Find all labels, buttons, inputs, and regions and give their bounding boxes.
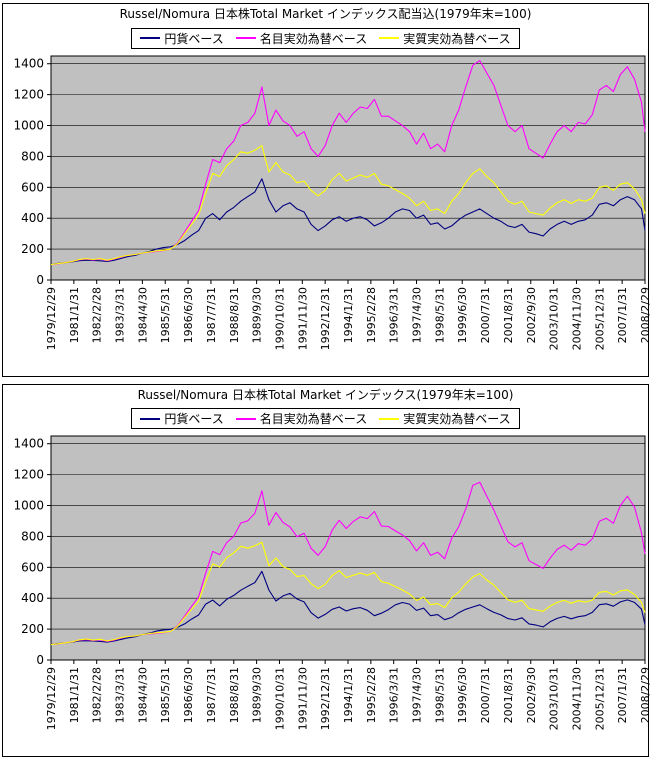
svg-text:1996/3/31: 1996/3/31 xyxy=(388,287,401,343)
legend-item: 円貨ベース xyxy=(140,30,224,47)
legend: 円貨ベース 名目実効為替ベース 実質実効為替ベース xyxy=(131,27,520,49)
svg-text:1989/9/30: 1989/9/30 xyxy=(251,287,264,343)
legend-label: 実質実効為替ベース xyxy=(403,412,511,426)
svg-text:2003/10/31: 2003/10/31 xyxy=(548,667,561,730)
chart-title: Russel/Nomura 日本株Total Market インデックス配当込(… xyxy=(119,7,532,21)
legend-label: 名目実効為替ベース xyxy=(259,31,368,46)
svg-text:2001/8/31: 2001/8/31 xyxy=(502,287,515,343)
svg-text:2008/2/29: 2008/2/29 xyxy=(639,287,650,343)
chart-price-index: Russel/Nomura 日本株Total Market インデックス(197… xyxy=(2,383,650,757)
svg-text:1988/8/31: 1988/8/31 xyxy=(228,287,241,343)
line-swatch-icon xyxy=(235,417,256,420)
legend-label: 実質実効為替ベース xyxy=(403,31,511,46)
svg-text:1981/1/31: 1981/1/31 xyxy=(68,667,81,723)
svg-text:2005/12/31: 2005/12/31 xyxy=(593,667,606,730)
svg-text:600: 600 xyxy=(21,180,44,194)
svg-text:2000/7/31: 2000/7/31 xyxy=(479,667,492,723)
svg-text:1999/6/30: 1999/6/30 xyxy=(456,287,469,343)
svg-text:1992/12/31: 1992/12/31 xyxy=(319,287,332,350)
svg-text:1400: 1400 xyxy=(13,56,44,70)
legend-label: 名目実効為替ベース xyxy=(259,412,368,426)
svg-text:2007/1/31: 2007/1/31 xyxy=(616,287,629,343)
legend-item: 名目実効為替ベース xyxy=(235,410,368,427)
svg-text:1982/2/28: 1982/2/28 xyxy=(91,667,104,723)
plot-area: 0 200 400 600 800 1000 1200 1400 1979/12/29 1981/… xyxy=(13,435,650,730)
svg-text:2001/8/31: 2001/8/31 xyxy=(502,667,515,723)
svg-text:1991/11/30: 1991/11/30 xyxy=(296,667,309,730)
legend-label: 円貨ベース xyxy=(164,31,224,46)
svg-text:200: 200 xyxy=(21,622,44,636)
svg-text:400: 400 xyxy=(21,591,44,605)
svg-text:1990/10/31: 1990/10/31 xyxy=(273,667,286,730)
svg-text:1000: 1000 xyxy=(13,118,44,132)
svg-text:2002/9/30: 2002/9/30 xyxy=(525,667,538,723)
svg-text:1979/12/29: 1979/12/29 xyxy=(45,287,58,350)
legend-wrap: 円貨ベース 名目実効為替ベース 実質実効為替ベース xyxy=(5,24,646,49)
svg-text:1994/1/31: 1994/1/31 xyxy=(342,287,355,343)
svg-text:1997/4/30: 1997/4/30 xyxy=(411,667,424,723)
svg-text:1200: 1200 xyxy=(13,468,44,482)
svg-text:1988/8/31: 1988/8/31 xyxy=(228,667,241,723)
svg-text:800: 800 xyxy=(21,529,44,543)
svg-text:1979/12/29: 1979/12/29 xyxy=(45,667,58,730)
svg-text:1981/1/31: 1981/1/31 xyxy=(68,287,81,343)
svg-text:0: 0 xyxy=(36,273,44,287)
svg-text:1984/4/30: 1984/4/30 xyxy=(136,667,149,723)
line-swatch-icon xyxy=(235,37,256,39)
svg-text:1200: 1200 xyxy=(13,87,44,101)
legend-wrap: 円貨ベース 名目実効為替ベース 実質実効為替ベース xyxy=(5,405,646,429)
svg-text:1400: 1400 xyxy=(13,437,44,451)
svg-text:1984/4/30: 1984/4/30 xyxy=(136,287,149,343)
svg-text:1997/4/30: 1997/4/30 xyxy=(411,287,424,343)
svg-text:2008/2/29: 2008/2/29 xyxy=(639,667,650,723)
svg-text:1986/6/30: 1986/6/30 xyxy=(182,287,195,343)
chart-title: Russel/Nomura 日本株Total Market インデックス(197… xyxy=(137,387,514,402)
svg-text:1999/6/30: 1999/6/30 xyxy=(456,667,469,723)
svg-text:2005/12/31: 2005/12/31 xyxy=(593,287,606,350)
legend: 円貨ベース 名目実効為替ベース 実質実効為替ベース xyxy=(131,408,520,429)
chart-total-return: Russel/Nomura 日本株Total Market インデックス配当込(… xyxy=(2,3,650,377)
svg-text:1995/2/28: 1995/2/28 xyxy=(365,287,378,343)
svg-text:1987/7/31: 1987/7/31 xyxy=(205,287,218,343)
svg-text:2003/10/31: 2003/10/31 xyxy=(548,287,561,350)
svg-text:0: 0 xyxy=(36,653,44,667)
svg-text:1994/1/31: 1994/1/31 xyxy=(342,667,355,723)
svg-text:600: 600 xyxy=(21,560,44,574)
svg-text:2002/9/30: 2002/9/30 xyxy=(525,287,538,343)
svg-text:1998/5/31: 1998/5/31 xyxy=(433,667,446,723)
svg-text:1998/5/31: 1998/5/31 xyxy=(433,287,446,343)
legend-label: 円貨ベース xyxy=(164,412,224,426)
svg-text:800: 800 xyxy=(21,149,44,163)
line-swatch-icon xyxy=(140,417,161,420)
svg-text:2000/7/31: 2000/7/31 xyxy=(479,286,492,342)
svg-text:1982/2/28: 1982/2/28 xyxy=(91,287,104,343)
legend-item: 名目実効為替ベース xyxy=(235,30,368,47)
svg-text:1000: 1000 xyxy=(13,499,44,513)
svg-text:1986/6/30: 1986/6/30 xyxy=(182,667,195,723)
svg-text:1983/3/31: 1983/3/31 xyxy=(114,667,127,723)
line-swatch-icon xyxy=(379,37,400,39)
svg-text:2004/11/30: 2004/11/30 xyxy=(570,287,583,350)
svg-text:1985/5/31: 1985/5/31 xyxy=(159,667,172,723)
svg-text:1991/11/30: 1991/11/30 xyxy=(296,287,309,350)
line-swatch-icon xyxy=(140,37,161,39)
svg-text:1989/9/30: 1989/9/30 xyxy=(251,667,264,723)
svg-text:200: 200 xyxy=(21,242,44,256)
svg-text:1992/12/31: 1992/12/31 xyxy=(319,667,332,730)
svg-text:400: 400 xyxy=(21,211,44,225)
svg-text:2007/1/31: 2007/1/31 xyxy=(616,667,629,723)
line-swatch-icon xyxy=(379,417,400,420)
legend-item: 円貨ベース xyxy=(140,410,224,427)
svg-text:1983/3/31: 1983/3/31 xyxy=(114,287,127,343)
legend-item: 実質実効為替ベース xyxy=(379,30,511,47)
svg-text:1990/10/31: 1990/10/31 xyxy=(273,287,286,350)
legend-item: 実質実効為替ベース xyxy=(379,410,511,427)
svg-text:2004/11/30: 2004/11/30 xyxy=(570,667,583,730)
svg-text:1995/2/28: 1995/2/28 xyxy=(365,667,378,723)
svg-text:1996/3/31: 1996/3/31 xyxy=(388,667,401,723)
svg-text:1987/7/31: 1987/7/31 xyxy=(205,667,218,723)
plot-area: 0 200 400 600 800 1000 1200 1400 1979/12/29 1981/… xyxy=(13,55,650,350)
svg-text:1985/5/31: 1985/5/31 xyxy=(159,287,172,343)
